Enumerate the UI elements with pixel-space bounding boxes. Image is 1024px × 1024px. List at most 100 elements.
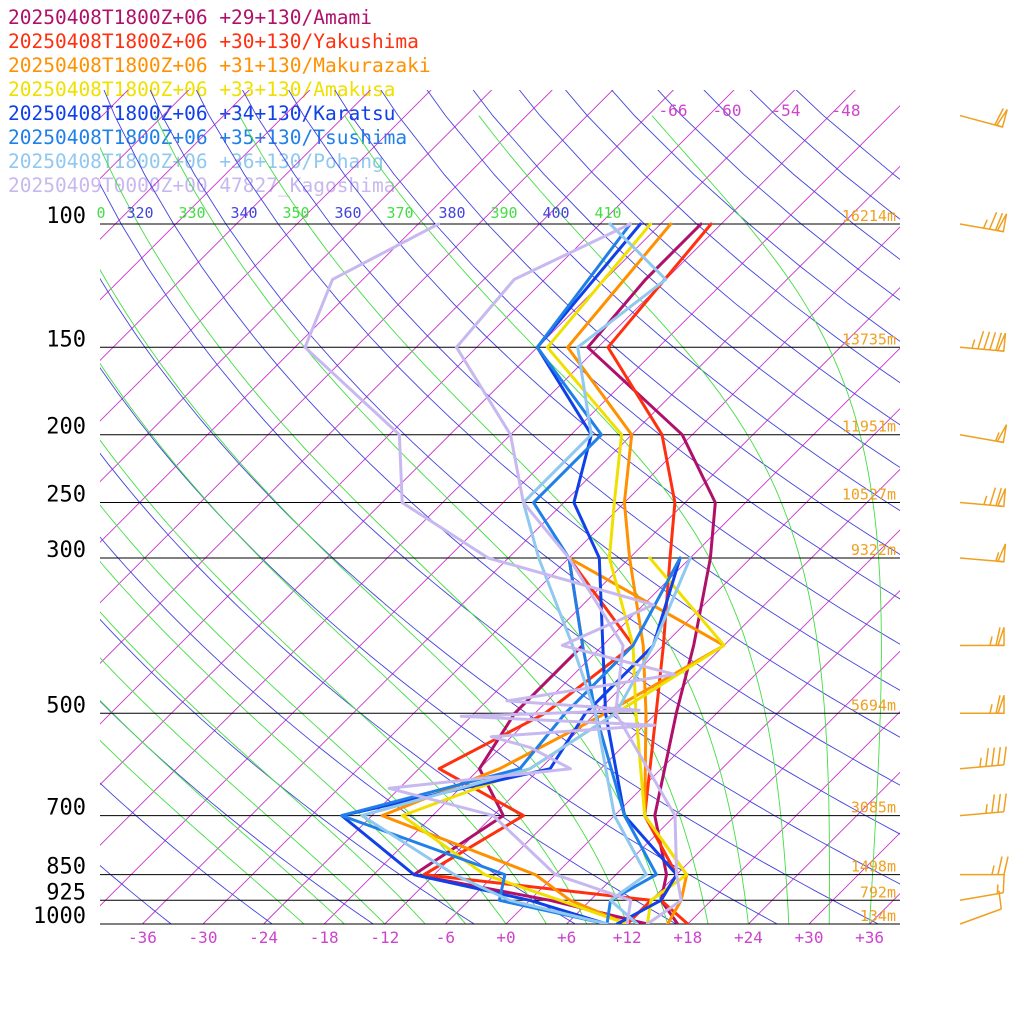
pressure-tick-label: 300 bbox=[46, 538, 86, 563]
moist-adiabat-line bbox=[100, 504, 507, 924]
temperature-tick-label: +6 bbox=[557, 928, 576, 947]
pressure-tick-label: 500 bbox=[46, 693, 86, 718]
wind-barb-staff bbox=[959, 810, 1004, 817]
wind-barb-pennant bbox=[996, 488, 1007, 508]
isotherm-line bbox=[748, 771, 900, 924]
sounding-series bbox=[303, 222, 726, 924]
dry-adiabat-line bbox=[795, 90, 900, 180]
theta-label: 390 bbox=[490, 204, 517, 222]
temperature-tick-label: +30 bbox=[795, 928, 824, 947]
wind-barb-staff bbox=[959, 891, 1004, 902]
height-label: 16214m bbox=[842, 207, 896, 225]
moist-adiabat-line bbox=[478, 115, 830, 924]
isotherm-line bbox=[100, 90, 614, 604]
height-label: 3085m bbox=[851, 799, 896, 817]
temperature-tick-label: -24 bbox=[249, 928, 278, 947]
isotherm-line bbox=[445, 468, 900, 924]
wind-barb bbox=[959, 874, 1005, 902]
moist-adiabat-line bbox=[344, 115, 790, 924]
moist-adiabat-line bbox=[239, 115, 749, 924]
isotherm-line bbox=[384, 408, 900, 924]
height-label: 5694m bbox=[851, 696, 896, 714]
wind-barb bbox=[959, 746, 1007, 770]
wind-barb-feather bbox=[997, 793, 1002, 813]
wind-barb-pennant bbox=[996, 543, 1007, 563]
theta-label: 330 bbox=[178, 204, 205, 222]
wind-barb-feather bbox=[997, 747, 1002, 766]
height-label: 1498m bbox=[851, 858, 896, 876]
isotherm-line bbox=[202, 226, 900, 924]
temperature-line-series-5 bbox=[532, 222, 658, 924]
moist-adiabat-line bbox=[100, 739, 305, 924]
isotherm-line bbox=[100, 90, 250, 240]
temperature-tick-label: -6 bbox=[436, 928, 455, 947]
dry-adiabat-line bbox=[149, 90, 900, 786]
wind-barb-pennant bbox=[996, 213, 1008, 233]
height-label: 792m bbox=[860, 883, 896, 901]
temperature-tick-label: +18 bbox=[673, 928, 702, 947]
upper-isotherm-label: -48 bbox=[832, 101, 861, 120]
dry-adiabat-line bbox=[103, 90, 900, 835]
temperature-tick-label: +36 bbox=[855, 928, 884, 947]
wind-barb-half-feather bbox=[994, 432, 1000, 442]
wind-barb-pennant bbox=[996, 695, 1005, 715]
dry-adiabat-line bbox=[472, 90, 900, 468]
legend-entry-pohang: 20250408T1800Z+06 +36+130/Pohang bbox=[8, 150, 384, 173]
wind-barb-feather bbox=[995, 332, 1003, 351]
dry-adiabat-line bbox=[100, 618, 475, 924]
pressure-tick-label: 200 bbox=[46, 415, 86, 440]
height-label: 13735m bbox=[842, 330, 896, 348]
isotherm-line bbox=[100, 90, 372, 362]
dry-adiabat-line bbox=[100, 183, 900, 885]
isotherm-line bbox=[687, 711, 900, 924]
isotherm-line bbox=[100, 90, 432, 422]
dewpoint-line-series-6 bbox=[360, 556, 692, 924]
moist-adiabat-line bbox=[100, 268, 628, 924]
wind-barb bbox=[959, 856, 1009, 876]
isotherm-line bbox=[100, 90, 493, 483]
legend-entry-yakushima: 20250408T1800Z+06 +30+130/Yakushima bbox=[8, 30, 419, 53]
isotherm-line bbox=[100, 90, 856, 846]
dry-adiabat-line bbox=[518, 90, 900, 426]
temperature-tick-label: +12 bbox=[613, 928, 642, 947]
theta-label: 320 bbox=[126, 204, 153, 222]
wind-barb-staff bbox=[959, 764, 1004, 770]
dry-adiabat-grid bbox=[100, 90, 900, 924]
wind-barb-pennant bbox=[996, 627, 1005, 647]
temperature-tick-label: -18 bbox=[310, 928, 339, 947]
moist-adiabat-line bbox=[100, 146, 669, 924]
dry-adiabat-line bbox=[100, 536, 576, 924]
isotherm-line bbox=[100, 90, 190, 180]
moist-adiabat-line bbox=[100, 439, 547, 924]
wind-barb bbox=[959, 543, 1007, 563]
wind-barb-half-feather bbox=[983, 495, 988, 505]
dry-adiabat-line bbox=[100, 452, 677, 924]
chart-legend: 20250408T1800Z+06 +29+130/Amami 20250408… bbox=[8, 6, 431, 198]
pressure-tick-label: 1000 bbox=[33, 904, 86, 929]
wind-barb-feather bbox=[1002, 874, 1005, 893]
temperature-tick-label: -36 bbox=[128, 928, 157, 947]
pressure-tick-label: 700 bbox=[46, 796, 86, 821]
wind-barb-half-feather bbox=[979, 757, 982, 768]
legend-entry-kagoshima: 20250409T0000Z+00 47827_Kagoshima bbox=[8, 174, 396, 197]
moist-adiabat-grid bbox=[100, 115, 882, 924]
wind-barb-feather bbox=[1003, 856, 1009, 875]
theta-label: 410 bbox=[594, 204, 621, 222]
wind-barb-half-feather bbox=[982, 219, 988, 229]
upper-isotherm-label: -54 bbox=[772, 101, 801, 120]
dry-adiabat-line bbox=[242, 90, 900, 691]
isotherm-line bbox=[263, 286, 900, 924]
wind-barb-half-feather bbox=[991, 865, 995, 875]
isotherm-line bbox=[100, 90, 675, 665]
temperature-tick-label: +24 bbox=[734, 928, 763, 947]
moist-adiabat-line bbox=[100, 657, 386, 924]
legend-entry-karatsu: 20250408T1800Z+06 +34+130/Karatsu bbox=[8, 102, 396, 125]
theta-label: 360 bbox=[334, 204, 361, 222]
isotherm-line bbox=[100, 90, 735, 725]
wind-barb-feather bbox=[989, 487, 997, 506]
dry-adiabat-line bbox=[100, 277, 879, 924]
moist-adiabat-line bbox=[100, 362, 588, 924]
temperature-line-series-7 bbox=[455, 222, 683, 924]
wind-barb-feather bbox=[989, 332, 997, 351]
